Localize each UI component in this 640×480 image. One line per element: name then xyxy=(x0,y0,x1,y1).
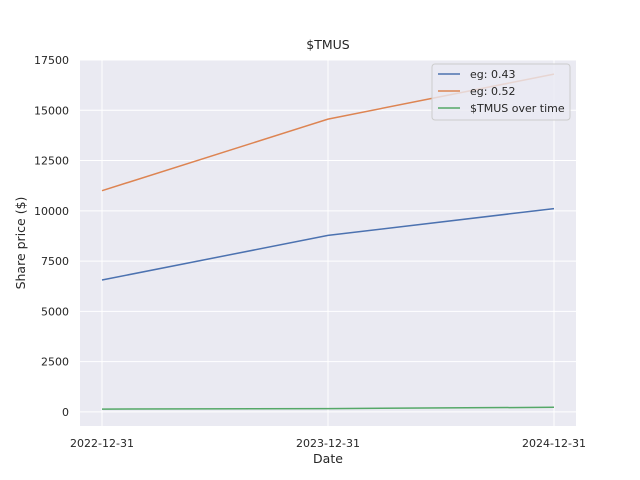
x-axis-ticks: 2022-12-31 2023-12-31 2024-12-31 xyxy=(70,437,586,450)
series-line-3 xyxy=(101,406,555,410)
y-tick-label: 12500 xyxy=(34,155,69,168)
legend: eg: 0.43 eg: 0.52 $TMUS over time xyxy=(431,63,571,121)
legend-label: eg: 0.52 xyxy=(470,85,515,98)
legend-label: $TMUS over time xyxy=(470,102,565,115)
y-axis-label: Share price ($) xyxy=(13,197,28,290)
x-tick-label: 2023-12-31 xyxy=(296,437,360,450)
grid xyxy=(80,59,576,426)
y-tick-label: 17500 xyxy=(34,54,69,67)
x-tick-label: 2024-12-31 xyxy=(522,437,586,450)
x-axis-label: Date xyxy=(313,451,343,466)
y-tick-label: 5000 xyxy=(41,305,69,318)
y-tick-label: 15000 xyxy=(34,104,69,117)
y-tick-label: 0 xyxy=(62,406,69,419)
y-axis-ticks: 0 2500 5000 7500 10000 12500 15000 17500 xyxy=(34,54,69,419)
legend-label: eg: 0.43 xyxy=(470,68,515,81)
x-tick-label: 2022-12-31 xyxy=(70,437,134,450)
y-tick-label: 10000 xyxy=(34,205,69,218)
legend-box xyxy=(431,63,571,121)
series-line-1 xyxy=(101,207,555,281)
y-tick-label: 7500 xyxy=(41,255,69,268)
chart-title: $TMUS xyxy=(306,37,350,52)
y-tick-label: 2500 xyxy=(41,356,69,369)
